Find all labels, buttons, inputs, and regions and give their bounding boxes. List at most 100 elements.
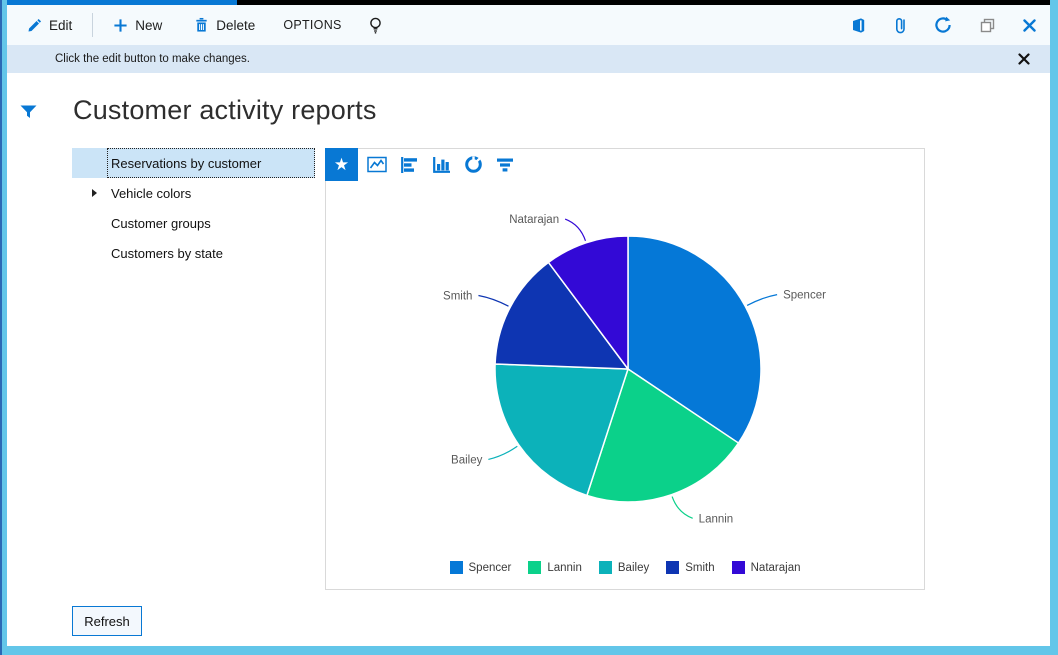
pie-slice-label: Smith bbox=[443, 291, 472, 303]
plus-icon bbox=[113, 18, 128, 33]
window-border-bottom bbox=[0, 646, 1058, 655]
legend-swatch bbox=[666, 561, 680, 574]
chart-panel: ★ bbox=[325, 148, 925, 590]
pie-label-leader-line bbox=[671, 496, 693, 519]
close-icon bbox=[1023, 18, 1036, 32]
bar-chart-icon bbox=[400, 156, 419, 174]
chart-type-column-button[interactable] bbox=[425, 148, 457, 181]
chart-type-toolbar: ★ bbox=[325, 148, 521, 181]
report-list-item-label: Customer groups bbox=[111, 215, 211, 231]
edit-button-label: Edit bbox=[49, 17, 73, 33]
expand-arrow-icon[interactable] bbox=[92, 189, 97, 197]
pie-slice-spencer bbox=[627, 235, 762, 444]
office-app-button[interactable] bbox=[850, 17, 867, 34]
legend-item-natarajan: Natarajan bbox=[731, 561, 801, 574]
chart-legend: Spencer Lannin Bailey Smith Natarajan bbox=[326, 561, 924, 574]
options-button[interactable]: OPTIONS bbox=[273, 10, 351, 40]
pie-slice-label: Natarajan bbox=[509, 214, 559, 226]
notification-bar: Click the edit button to make changes. bbox=[7, 45, 1050, 73]
refresh-icon bbox=[934, 16, 952, 34]
window-border-left-edge bbox=[0, 0, 2, 655]
funnel-chart-icon bbox=[496, 157, 514, 173]
pie-slice-natarajan bbox=[547, 235, 629, 370]
chart-type-donut-button[interactable] bbox=[457, 148, 489, 181]
column-chart-icon bbox=[432, 156, 451, 174]
favorite-star-icon: ★ bbox=[333, 155, 350, 174]
pie-label-leader-line bbox=[478, 294, 509, 307]
report-list: Reservations by customer Vehicle colors … bbox=[72, 148, 315, 268]
report-list-item-label: Reservations by customer bbox=[107, 148, 315, 178]
restore-window-icon bbox=[979, 17, 996, 34]
row-gutter bbox=[72, 148, 107, 178]
delete-button[interactable]: Delete bbox=[184, 10, 265, 40]
legend-swatch bbox=[528, 561, 542, 574]
legend-item-smith: Smith bbox=[666, 561, 715, 574]
pie-slice-label: Bailey bbox=[451, 454, 483, 466]
report-list-item-customers-by-state[interactable]: Customers by state bbox=[72, 238, 315, 268]
window-border-left bbox=[0, 0, 7, 655]
top-strip-blue-segment bbox=[7, 0, 237, 5]
legend-item-spencer: Spencer bbox=[449, 561, 512, 574]
pie-label-leader-line bbox=[564, 218, 587, 242]
new-button[interactable]: New bbox=[103, 10, 172, 40]
open-in-new-window-button[interactable] bbox=[979, 17, 996, 34]
legend-item-bailey: Bailey bbox=[598, 561, 650, 574]
edit-button[interactable]: Edit bbox=[27, 10, 82, 40]
legend-label: Natarajan bbox=[750, 561, 801, 574]
refresh-button[interactable]: Refresh bbox=[72, 606, 142, 636]
legend-label: Bailey bbox=[617, 561, 650, 574]
lightbulb-icon bbox=[368, 17, 383, 34]
top-strip-black-segment bbox=[237, 0, 1050, 5]
legend-swatch bbox=[731, 561, 745, 574]
command-bar: Edit New Delete OPTIONS bbox=[7, 5, 1050, 45]
pie-label-leader-line bbox=[488, 445, 518, 461]
chart-type-line-button[interactable] bbox=[361, 148, 393, 181]
page-content: Customer activity reports Reservations b… bbox=[7, 73, 1050, 646]
donut-chart-icon bbox=[464, 155, 483, 174]
close-page-button[interactable] bbox=[1023, 18, 1036, 32]
pie-slice-label: Spencer bbox=[783, 290, 826, 302]
options-button-label: OPTIONS bbox=[283, 18, 342, 32]
chart-type-bar-button[interactable] bbox=[393, 148, 425, 181]
report-list-item-customer-groups[interactable]: Customer groups bbox=[72, 208, 315, 238]
filter-pane-toggle[interactable] bbox=[20, 105, 37, 119]
filter-funnel-icon bbox=[20, 105, 37, 119]
trash-icon bbox=[194, 17, 209, 33]
window-border-right bbox=[1050, 0, 1058, 655]
pencil-icon bbox=[27, 18, 42, 33]
window-top-strip bbox=[7, 0, 1050, 5]
pie-slice-bailey bbox=[494, 363, 629, 497]
office-icon bbox=[850, 17, 867, 34]
paperclip-icon bbox=[894, 16, 907, 34]
new-button-label: New bbox=[135, 17, 163, 33]
row-gutter bbox=[72, 208, 107, 238]
toolbar-separator bbox=[92, 13, 94, 37]
row-gutter bbox=[72, 178, 107, 208]
delete-button-label: Delete bbox=[216, 17, 256, 33]
report-list-item-label: Vehicle colors bbox=[111, 185, 192, 201]
legend-label: Spencer bbox=[468, 561, 512, 574]
row-gutter bbox=[72, 238, 107, 268]
notification-message: Click the edit button to make changes. bbox=[55, 53, 250, 65]
legend-swatch bbox=[598, 561, 612, 574]
report-list-item-reservations-by-customer[interactable]: Reservations by customer bbox=[72, 148, 315, 178]
insights-button[interactable] bbox=[358, 10, 393, 40]
pie-label-leader-line bbox=[746, 294, 778, 306]
legend-label: Lannin bbox=[547, 561, 582, 574]
attach-button[interactable] bbox=[894, 16, 907, 34]
refresh-page-button[interactable] bbox=[934, 16, 952, 34]
app-window: Edit New Delete OPTIONS bbox=[7, 5, 1050, 646]
legend-item-lannin: Lannin bbox=[528, 561, 582, 574]
line-chart-icon bbox=[367, 155, 387, 174]
notification-close-button[interactable] bbox=[1014, 53, 1034, 65]
pie-slice-smith bbox=[494, 261, 629, 370]
chart-type-favorite-button[interactable]: ★ bbox=[325, 148, 358, 181]
legend-label: Smith bbox=[685, 561, 715, 574]
pie-slice-label: Lannin bbox=[699, 513, 734, 525]
pie-slice-lannin bbox=[586, 368, 740, 503]
report-list-item-vehicle-colors[interactable]: Vehicle colors bbox=[72, 178, 315, 208]
chart-type-funnel-button[interactable] bbox=[489, 148, 521, 181]
pie-chart: Spencer Lannin Bailey Smith Natarajan bbox=[443, 214, 826, 525]
close-icon bbox=[1018, 53, 1030, 65]
page-title: Customer activity reports bbox=[73, 95, 377, 125]
